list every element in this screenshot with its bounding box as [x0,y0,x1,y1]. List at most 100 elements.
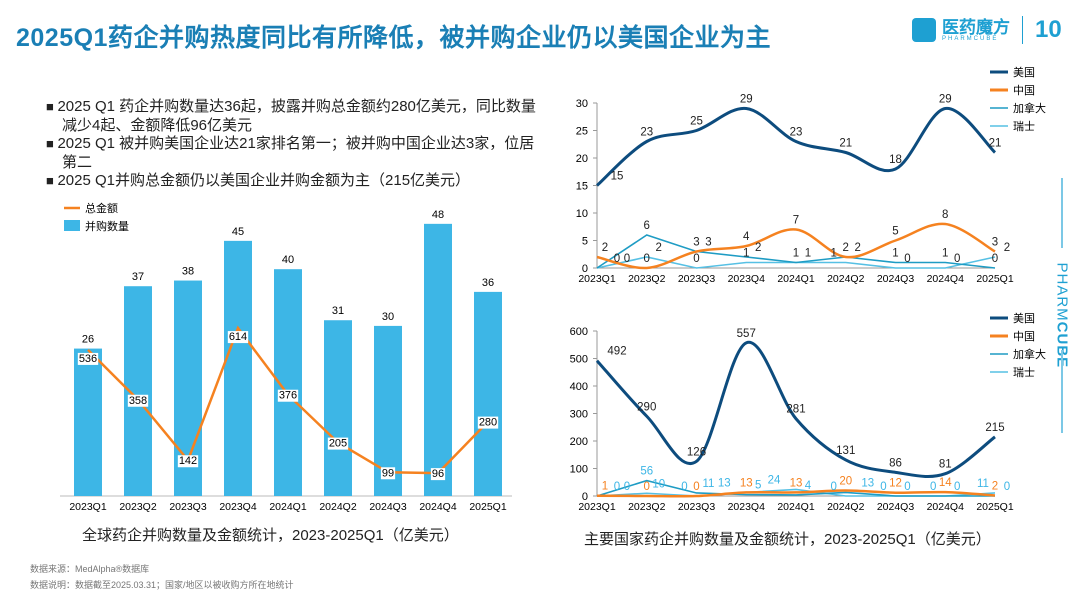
cnt-data-label: 18 [889,154,902,166]
cnt-y-tick-label: 5 [582,236,588,248]
cnt-x-tick-label: 2023Q3 [678,273,716,285]
amt-legend-label: 瑞士 [1013,365,1035,379]
amt-data-label: 0 [880,481,886,493]
amt-data-label: 13 [718,477,731,489]
amt-x-tick-label: 2023Q4 [728,501,766,513]
cnt-data-label: 2 [843,242,849,254]
amt-y-tick-label: 600 [570,326,588,338]
cnt-x-tick-label: 2024Q1 [777,273,815,285]
bar-label: 37 [132,271,144,283]
amt-data-label: 14 [939,477,952,489]
bullet: 2025 Q1 被并购美国企业达21家排名第一；被并购中国企业达3家，位居第二 [46,135,546,172]
amount-label: 99 [382,467,394,479]
amt-x-tick-label: 2023Q2 [628,501,666,513]
x-tick-label: 2023Q4 [219,501,257,513]
amt-data-label: 0 [614,481,620,493]
bar-label: 48 [432,209,444,221]
bar-label: 26 [82,334,94,346]
cnt-data-label: 7 [793,215,799,227]
cnt-legend-label: 瑞士 [1013,119,1035,133]
cnt-data-label: 2 [656,242,662,254]
amt-data-label: 0 [1004,481,1010,493]
data-note: 数据说明：数据截至2025.03.31；国家/地区以被收购方所在地统计 [30,580,294,590]
amt-x-tick-label: 2025Q1 [976,501,1014,513]
amt-y-tick-label: 500 [570,354,588,366]
cnt-data-label: 1 [743,248,749,260]
cnt-data-label: 5 [892,226,898,238]
cnt-data-label: 23 [790,127,803,139]
cnt-line-2 [596,234,996,269]
amount-label-bg [127,394,149,407]
amt-data-label: 126 [687,446,706,458]
amt-y-tick-label: 300 [570,409,588,421]
x-tick-label: 2024Q1 [269,501,307,513]
amt-data-label: 13 [861,477,874,489]
amt-x-tick-label: 2023Q1 [578,501,616,513]
cnt-data-label: 0 [614,253,620,265]
cnt-data-label: 0 [644,253,650,265]
side-line [1061,350,1063,433]
cnt-line-0 [595,106,997,187]
cnt-data-label: 3 [992,237,998,249]
amount-label-bg [327,437,349,450]
amt-x-tick-label: 2024Q1 [777,501,815,513]
amount-label-bg [477,416,499,429]
side-brand: PHARMCUBE [1052,178,1072,433]
amt-data-label: 13 [790,477,803,489]
cnt-x-tick-label: 2023Q1 [578,273,616,285]
amt-data-label: 290 [637,401,656,413]
cnt-x-tick-label: 2024Q3 [877,273,915,285]
legend-amount-label: 总金额 [85,201,118,215]
cnt-data-label: 1 [942,248,948,260]
amount-label-bg [227,331,249,344]
bar-label: 31 [332,305,344,317]
amt-data-label: 0 [954,481,960,493]
amount-label-bg [430,468,446,481]
bar [324,320,352,496]
amt-data-label: 2 [992,480,998,492]
logo-en: PHARMCUBE [942,35,999,42]
amount-label-bg [77,352,99,365]
x-tick-label: 2023Q2 [119,501,157,513]
cnt-data-label: 0 [954,253,960,265]
page-title: 2025Q1药企并购热度同比有所降低，被并购企业仍以美国企业为主 [16,24,771,52]
amt-x-tick-label: 2024Q2 [827,501,865,513]
cnt-x-tick-label: 2025Q1 [976,273,1014,285]
amt-data-label: 0 [831,481,837,493]
amt-data-label: 0 [930,481,936,493]
amt-data-label: 86 [889,457,902,469]
amount-label: 358 [129,395,147,407]
cnt-y-tick-label: 15 [576,181,588,193]
cnt-data-label: 21 [989,138,1002,150]
amt-y-tick-label: 200 [570,436,588,448]
amt-data-label: 20 [839,476,852,488]
bar-label: 40 [282,254,294,266]
bar [474,291,502,496]
chart-caption-left: 全球药企并购数量及金额统计，2023-2025Q1（亿美元） [82,527,459,544]
side-line [1061,178,1063,248]
bullet: 2025 Q1并购总金额仍以美国企业并购金额为主（215亿美元） [46,172,546,191]
cnt-legend-label: 加拿大 [1013,101,1046,115]
cnt-y-tick-label: 25 [576,126,588,138]
cnt-data-label: 3 [705,237,711,249]
bullet: 2025 Q1 药企并购数量达36起，披露并购总金额约280亿美元，同比数量减少… [46,98,546,135]
cnt-data-label: 1 [805,248,811,260]
cnt-y-tick-label: 10 [576,208,588,220]
cnt-data-label: 25 [690,116,703,128]
bar [424,223,452,496]
amt-data-label: 11 [977,478,989,490]
amount-label-bg [177,455,199,468]
amt-y-tick-label: 0 [582,491,588,503]
amt-data-label: 215 [985,422,1004,434]
bar-label: 36 [482,277,494,289]
amt-legend-label: 加拿大 [1013,347,1046,361]
amt-legend-label: 美国 [1013,312,1035,325]
amt-data-label: 4 [805,480,812,492]
x-tick-label: 2023Q1 [69,501,107,513]
cnt-line-1 [596,222,996,270]
amt-data-label: 0 [904,481,910,493]
cnt-data-label: 29 [740,94,753,106]
cnt-data-label: 6 [644,220,650,232]
cnt-data-label: 21 [839,138,852,150]
amount-label: 614 [229,331,247,343]
